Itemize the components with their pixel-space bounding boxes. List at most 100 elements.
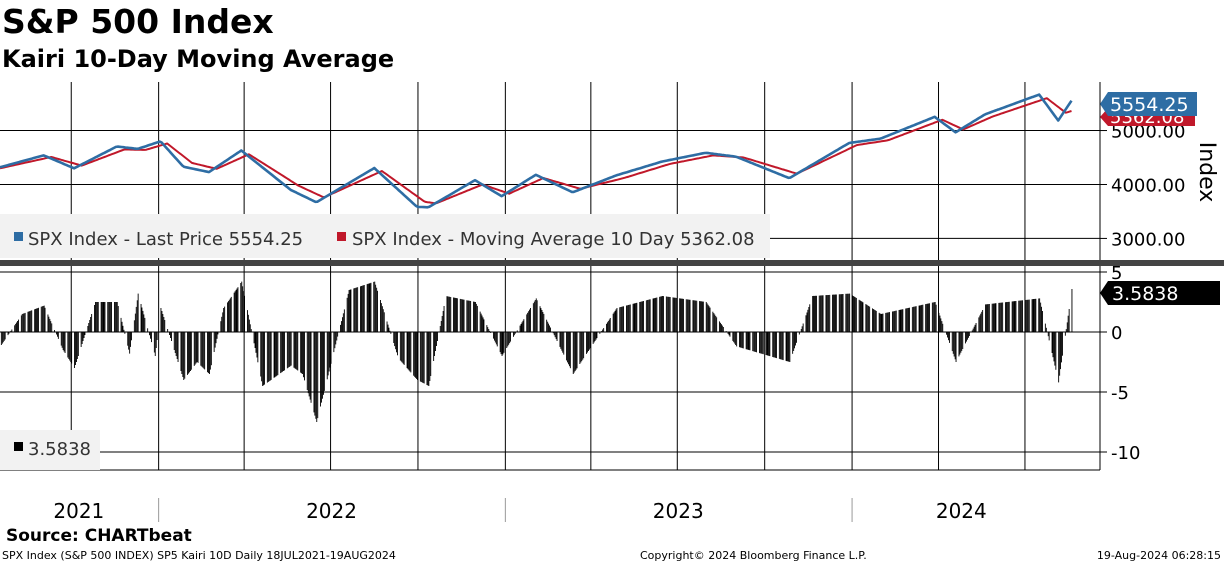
kairi-bar — [683, 298, 684, 332]
kairi-bar — [380, 303, 382, 332]
kairi-bar — [1062, 332, 1063, 356]
price-last-value-tag: 5554.25 — [1100, 92, 1197, 116]
kairi-bar — [968, 332, 969, 338]
kairi-bar — [776, 332, 777, 359]
kairi-bar — [117, 306, 119, 332]
kairi-bar — [1047, 332, 1049, 337]
kairi-bar — [874, 310, 876, 332]
kairi-bar — [177, 332, 179, 362]
kairi-bar — [861, 301, 863, 332]
kairi-bar — [872, 308, 873, 332]
kairi-bar — [1012, 301, 1014, 332]
kairi-bar — [313, 332, 315, 413]
kairi-bar — [1054, 332, 1056, 366]
kairi-bar — [915, 306, 917, 332]
kairi-bar — [1052, 332, 1054, 358]
kairi-bar — [170, 332, 171, 338]
kairi-bar — [293, 332, 295, 368]
kairi-bar — [947, 332, 948, 338]
kairi-bar — [794, 332, 795, 349]
kairi-bar — [898, 310, 900, 332]
x-tick-label: 2022 — [306, 499, 357, 523]
kairi-bar — [197, 332, 199, 363]
kairi-bar — [215, 332, 217, 344]
kairi-bar — [686, 299, 688, 332]
panel-divider[interactable] — [0, 260, 1224, 266]
kairi-bar — [486, 325, 488, 332]
kairi-bar — [682, 298, 683, 332]
kairi-bar — [516, 330, 518, 332]
kairi-bar — [273, 332, 275, 378]
kairi-bar — [187, 332, 188, 375]
kairi-bar — [812, 296, 814, 332]
kairi-bar — [161, 311, 163, 332]
kairi-bar — [57, 332, 59, 339]
kairi-bar — [374, 281, 376, 332]
kairi-bar — [555, 332, 557, 340]
kairi-bar — [1034, 298, 1036, 332]
kairi-bar — [297, 332, 299, 371]
kairi-bar — [88, 323, 90, 332]
kairi-bar — [323, 332, 325, 391]
kairi-bar — [1061, 332, 1062, 363]
kairi-bar — [222, 312, 224, 332]
kairi-bar — [373, 281, 375, 332]
kairi-bar — [695, 300, 697, 332]
kairi-bar — [360, 286, 361, 332]
kairi-bar — [421, 332, 423, 383]
kairi-bar — [450, 297, 452, 332]
kairi-bar — [1045, 327, 1047, 332]
kairi-bar — [814, 295, 815, 332]
kairi-bar — [740, 332, 742, 348]
kairi-bar — [395, 332, 397, 350]
kairi-bar — [909, 307, 910, 332]
kairi-bar — [442, 311, 444, 332]
kairi-bar — [878, 312, 880, 332]
kairi-bar — [569, 332, 570, 367]
kairi-bar — [276, 332, 278, 376]
kairi-bar — [914, 306, 916, 332]
kairi-bar — [44, 307, 46, 332]
kairi-bar — [820, 295, 822, 332]
kairi-bar — [919, 305, 921, 332]
kairi-bar — [615, 309, 617, 332]
kairi-bar — [382, 309, 384, 332]
kairi-bar — [280, 332, 282, 374]
kairi-bar — [672, 297, 674, 332]
kairi-bar — [888, 312, 890, 332]
kairi-bar — [410, 332, 412, 373]
kairi-bar — [958, 332, 960, 357]
kairi-bar — [675, 297, 677, 332]
kairi-bar — [647, 299, 649, 333]
kairi-bar — [721, 325, 723, 332]
kairi-bar — [572, 332, 574, 374]
source-note: Source: CHARTbeat — [6, 526, 192, 546]
kairi-bar — [433, 332, 435, 361]
kairi-bar — [880, 314, 882, 332]
kairi-bar — [36, 308, 37, 332]
kairi-bar — [583, 332, 585, 359]
kairi-bar — [911, 307, 913, 332]
kairi-bar — [508, 332, 510, 345]
kairi-bar — [28, 311, 30, 332]
kairi-bar — [481, 315, 483, 332]
kairi-bar — [959, 332, 961, 355]
kairi-bar — [676, 298, 678, 332]
kairi-bar — [43, 305, 45, 332]
kairi-bar — [523, 319, 525, 332]
kairi-bar — [1040, 302, 1042, 332]
kairi-bar — [855, 297, 857, 332]
kairi-bar — [559, 332, 561, 347]
kairi-bar — [141, 307, 143, 332]
kairi-bar — [687, 299, 689, 332]
kairi-bar — [756, 332, 757, 353]
kairi-bar — [732, 332, 734, 341]
kairi-bar — [892, 311, 894, 332]
kairi-bar — [552, 332, 554, 334]
y-tick-label: -10 — [1111, 443, 1140, 464]
kairi-bar — [652, 298, 654, 332]
kairi-bar — [415, 332, 416, 378]
kairi-bar — [429, 332, 431, 381]
kairi-bar — [621, 306, 623, 333]
kairi-bar — [789, 332, 791, 362]
